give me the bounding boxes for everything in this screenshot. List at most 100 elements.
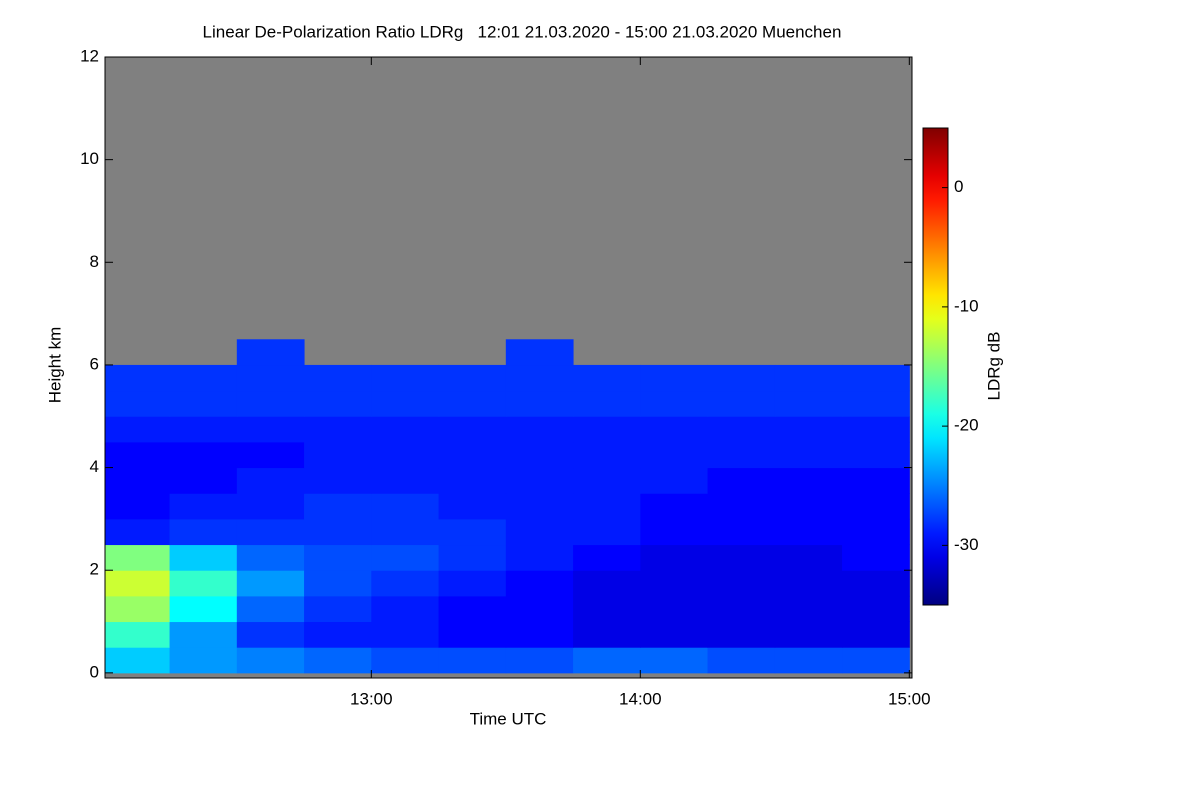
heatmap-cell [105, 647, 171, 674]
heatmap-cell [707, 518, 776, 546]
heatmap-cell [169, 518, 238, 546]
heatmap-cell [304, 518, 372, 546]
heatmap-cell [438, 647, 507, 674]
heatmap-cell [304, 595, 372, 623]
heatmap-cell [236, 493, 305, 520]
heatmap-cell [505, 621, 574, 648]
heatmap-cell [842, 364, 910, 392]
heatmap-cell [169, 416, 238, 443]
heatmap-cell [505, 467, 574, 494]
heatmap-cell [371, 467, 440, 494]
heatmap-cell [573, 518, 641, 546]
heatmap-cell [371, 364, 440, 392]
heatmap-cell [573, 544, 641, 571]
heatmap-cell [774, 518, 843, 546]
heatmap-cell [236, 441, 305, 469]
heatmap-cell [169, 441, 238, 469]
heatmap-cell [105, 467, 171, 494]
heatmap-cell [774, 595, 843, 623]
heatmap-cell [371, 544, 440, 571]
heatmap-cell [438, 441, 507, 469]
heatmap-cell [505, 390, 574, 417]
heatmap-cell [774, 647, 843, 674]
heatmap-cell [438, 390, 507, 417]
heatmap-cell [304, 364, 372, 392]
heatmap-cell [438, 544, 507, 571]
colorbar-tick-label: -30 [954, 535, 979, 554]
heatmap-cell [304, 467, 372, 494]
heatmap-cell [573, 416, 641, 443]
heatmap-cell [842, 518, 910, 546]
x-tick-label: 13:00 [350, 689, 393, 708]
heatmap-cell [371, 570, 440, 597]
heatmap-cell [236, 518, 305, 546]
heatmap-cell [169, 544, 238, 571]
heatmap-cell [236, 390, 305, 417]
heatmap-cell [505, 416, 574, 443]
heatmap-cells [105, 339, 910, 674]
y-tick-label: 0 [90, 662, 99, 681]
x-tick-label: 15:00 [888, 689, 931, 708]
heatmap-cell [438, 416, 507, 443]
heatmap-cell [304, 544, 372, 571]
heatmap-cell [304, 390, 372, 417]
heatmap-cell [573, 364, 641, 392]
heatmap-cell [438, 493, 507, 520]
heatmap-cell [105, 544, 171, 571]
chart-title: Linear De-Polarization Ratio LDRg 12:01 … [203, 22, 842, 41]
heatmap-cell [774, 364, 843, 392]
heatmap-cell [371, 621, 440, 648]
heatmap-cell [707, 595, 776, 623]
heatmap-cell [640, 621, 709, 648]
x-tick-label: 14:00 [619, 689, 662, 708]
heatmap-cell [236, 467, 305, 494]
heatmap-cell [707, 390, 776, 417]
heatmap-cell [105, 518, 171, 546]
heatmap-cell [169, 493, 238, 520]
heatmap-cell [236, 544, 305, 571]
heatmap-cell [573, 493, 641, 520]
x-axis-label: Time UTC [470, 709, 547, 728]
heatmap-cell [842, 416, 910, 443]
heatmap-cell [169, 390, 238, 417]
heatmap-cell [707, 416, 776, 443]
heatmap-cell [304, 441, 372, 469]
heatmap-cell [573, 441, 641, 469]
heatmap-cell [640, 544, 709, 571]
heatmap-cell [438, 518, 507, 546]
heatmap-cell [505, 339, 574, 366]
heatmap-cell [640, 390, 709, 417]
heatmap-cell [304, 416, 372, 443]
heatmap-cell [505, 595, 574, 623]
heatmap-cell [236, 647, 305, 674]
colorbar-tick-label: -10 [954, 296, 979, 315]
heatmap-cell [105, 364, 171, 392]
heatmap-cell [707, 647, 776, 674]
heatmap-cell [371, 595, 440, 623]
heatmap-cell [169, 467, 238, 494]
heatmap-cell [236, 339, 305, 366]
heatmap-cell [438, 621, 507, 648]
heatmap-cell [105, 441, 171, 469]
colorbar-tick-label: 0 [954, 177, 963, 196]
heatmap-cell [505, 544, 574, 571]
heatmap-cell [774, 493, 843, 520]
heatmap-cell [842, 544, 910, 571]
heatmap-cell [707, 544, 776, 571]
heatmap-cell [842, 621, 910, 648]
heatmap-cell [573, 647, 641, 674]
y-tick-label: 10 [80, 149, 99, 168]
heatmap-cell [573, 390, 641, 417]
heatmap-cell [842, 390, 910, 417]
heatmap-cell [105, 416, 171, 443]
heatmap-cell [774, 416, 843, 443]
heatmap-cell [105, 390, 171, 417]
heatmap-cell [304, 647, 372, 674]
heatmap-cell [169, 364, 238, 392]
colorbar-label: LDRg dB [984, 332, 1003, 401]
heatmap-cell [707, 467, 776, 494]
heatmap-cell [169, 621, 238, 648]
heatmap-cell [774, 390, 843, 417]
heatmap-cell [640, 441, 709, 469]
heatmap-cell [438, 595, 507, 623]
